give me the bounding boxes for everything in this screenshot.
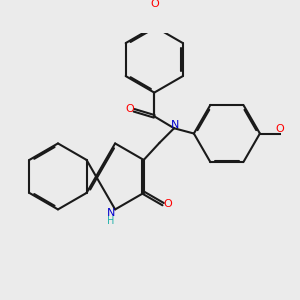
Text: N: N	[171, 120, 180, 130]
Text: O: O	[164, 199, 172, 209]
Text: H: H	[107, 216, 115, 226]
Text: O: O	[125, 104, 134, 114]
Text: O: O	[275, 124, 284, 134]
Text: N: N	[107, 208, 116, 218]
Text: O: O	[150, 0, 159, 9]
